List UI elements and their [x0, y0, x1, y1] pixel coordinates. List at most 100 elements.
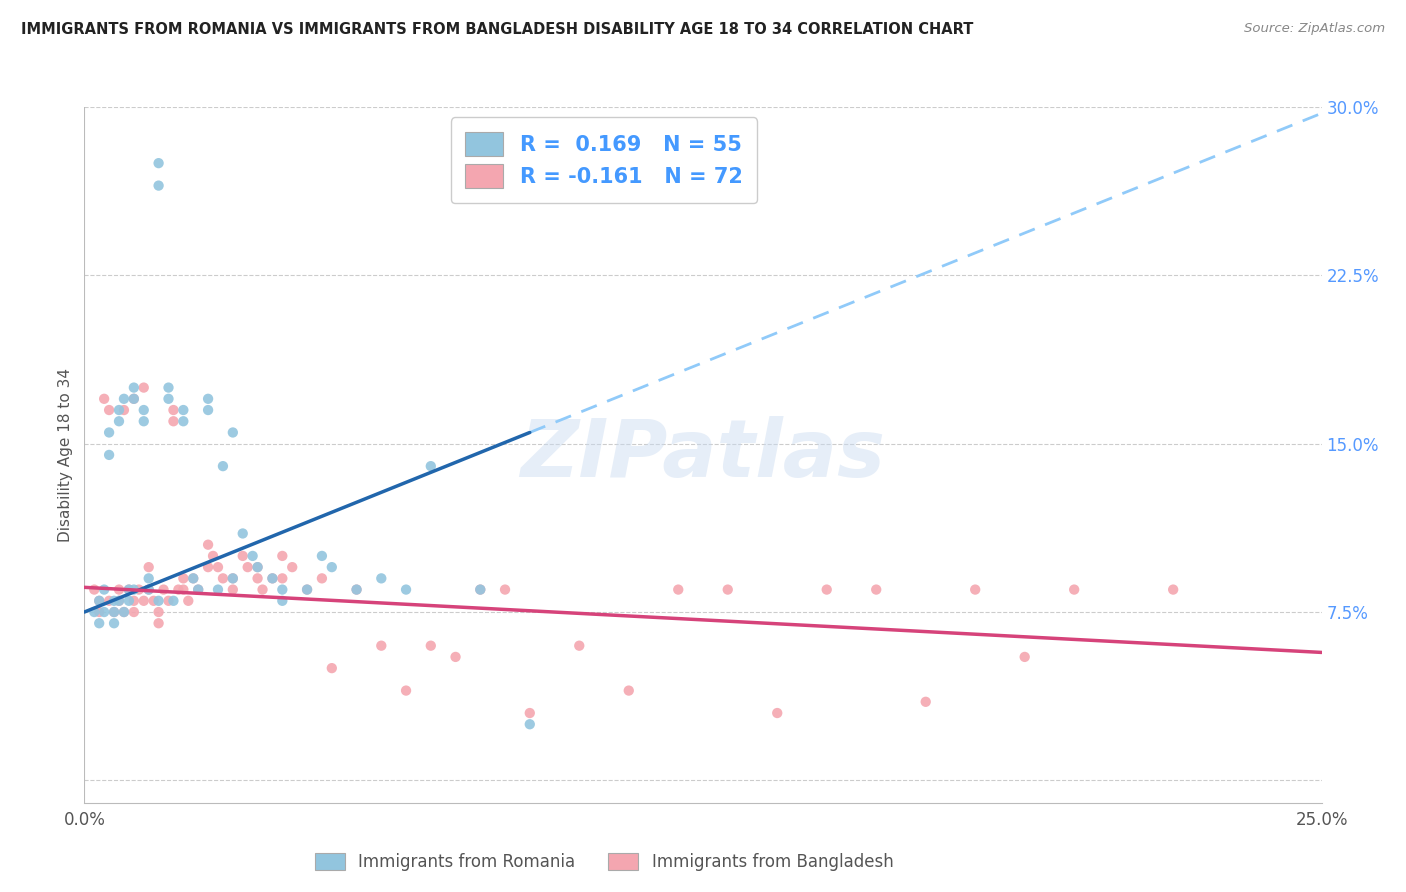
Point	[122, 594, 145, 608]
Point	[157, 594, 180, 608]
Point	[138, 571, 160, 585]
Point	[103, 616, 125, 631]
Point	[89, 594, 111, 608]
Point	[118, 594, 141, 608]
Point	[122, 381, 145, 395]
Point	[112, 605, 135, 619]
Point	[132, 594, 155, 608]
Point	[112, 403, 135, 417]
Point	[246, 571, 269, 585]
Point	[212, 571, 235, 585]
Point	[246, 560, 269, 574]
Point	[222, 571, 245, 585]
Point	[181, 571, 204, 585]
Point	[262, 571, 284, 585]
Point	[222, 571, 245, 585]
Point	[93, 392, 115, 406]
Point	[395, 683, 418, 698]
Point	[419, 459, 441, 474]
Point	[103, 605, 125, 619]
Point	[89, 594, 111, 608]
Point	[321, 560, 343, 574]
Point	[717, 582, 740, 597]
Point	[222, 425, 245, 440]
Point	[815, 582, 838, 597]
Point	[177, 594, 200, 608]
Point	[132, 381, 155, 395]
Point	[965, 582, 987, 597]
Text: Source: ZipAtlas.com: Source: ZipAtlas.com	[1244, 22, 1385, 36]
Point	[132, 403, 155, 417]
Point	[172, 414, 194, 428]
Point	[281, 560, 304, 574]
Point	[122, 392, 145, 406]
Point	[132, 414, 155, 428]
Point	[83, 605, 105, 619]
Text: IMMIGRANTS FROM ROMANIA VS IMMIGRANTS FROM BANGLADESH DISABILITY AGE 18 TO 34 CO: IMMIGRANTS FROM ROMANIA VS IMMIGRANTS FR…	[21, 22, 973, 37]
Point	[311, 549, 333, 563]
Point	[98, 594, 121, 608]
Point	[470, 582, 492, 597]
Point	[98, 425, 121, 440]
Point	[89, 616, 111, 631]
Point	[167, 582, 190, 597]
Y-axis label: Disability Age 18 to 34: Disability Age 18 to 34	[58, 368, 73, 542]
Point	[122, 605, 145, 619]
Point	[187, 582, 209, 597]
Point	[395, 582, 418, 597]
Point	[766, 706, 789, 720]
Point	[295, 582, 318, 597]
Point	[470, 582, 492, 597]
Point	[865, 582, 887, 597]
Point	[108, 594, 131, 608]
Point	[1161, 582, 1184, 597]
Point	[157, 392, 180, 406]
Point	[98, 448, 121, 462]
Point	[162, 403, 184, 417]
Point	[122, 392, 145, 406]
Point	[271, 549, 294, 563]
Point	[172, 582, 194, 597]
Point	[172, 571, 194, 585]
Point	[108, 414, 131, 428]
Point	[142, 594, 165, 608]
Point	[108, 403, 131, 417]
Point	[262, 571, 284, 585]
Point	[122, 582, 145, 597]
Point	[519, 706, 541, 720]
Point	[1014, 649, 1036, 664]
Point	[112, 605, 135, 619]
Point	[1063, 582, 1085, 597]
Point	[103, 605, 125, 619]
Point	[197, 560, 219, 574]
Point	[148, 616, 170, 631]
Point	[346, 582, 368, 597]
Point	[138, 582, 160, 597]
Point	[148, 605, 170, 619]
Point	[295, 582, 318, 597]
Point	[162, 414, 184, 428]
Point	[202, 549, 225, 563]
Point	[370, 571, 392, 585]
Point	[118, 582, 141, 597]
Point	[914, 695, 936, 709]
Point	[370, 639, 392, 653]
Point	[93, 582, 115, 597]
Legend: Immigrants from Romania, Immigrants from Bangladesh: Immigrants from Romania, Immigrants from…	[308, 847, 900, 878]
Point	[232, 526, 254, 541]
Point	[252, 582, 274, 597]
Point	[494, 582, 516, 597]
Point	[112, 392, 135, 406]
Point	[172, 403, 194, 417]
Point	[271, 594, 294, 608]
Point	[242, 549, 264, 563]
Point	[152, 582, 174, 597]
Point	[321, 661, 343, 675]
Point	[197, 403, 219, 417]
Point	[311, 571, 333, 585]
Point	[232, 549, 254, 563]
Point	[108, 594, 131, 608]
Point	[148, 594, 170, 608]
Point	[207, 582, 229, 597]
Point	[419, 639, 441, 653]
